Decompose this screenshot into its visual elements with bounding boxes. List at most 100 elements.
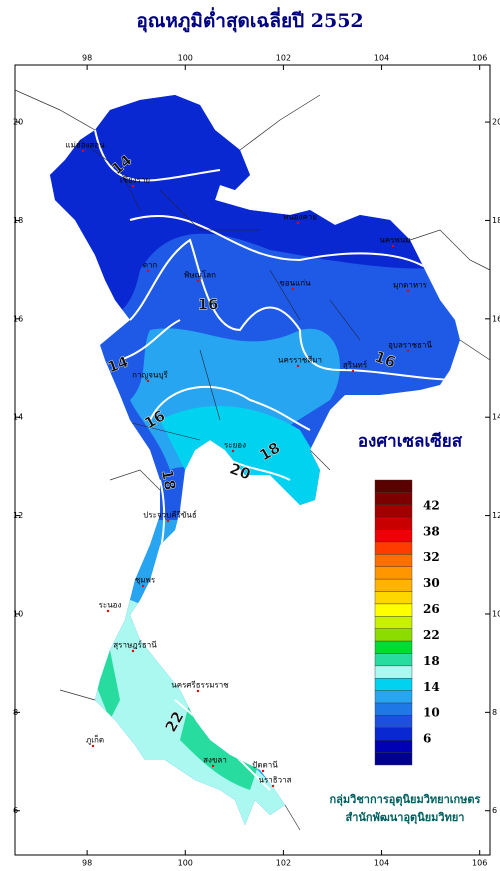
legend-swatch [374, 653, 413, 667]
legend-swatch [374, 665, 413, 679]
place-dot [296, 221, 300, 225]
place-label: นราธิวาส [258, 776, 291, 785]
legend-swatch [374, 479, 413, 493]
place-dot [296, 364, 300, 368]
x-tick-label: 104 [374, 54, 389, 63]
place-dot [351, 369, 355, 373]
y-tick-label: 14 [492, 413, 500, 422]
place-dot [211, 764, 215, 768]
place-label: นครพนม [379, 236, 410, 245]
place-label: ประจวบคีรีขันธ์ [143, 510, 197, 520]
legend-label: 10 [423, 706, 440, 720]
place-label: พิษณุโลก [184, 270, 216, 280]
place-dot [271, 784, 275, 788]
place-dot [406, 289, 410, 293]
x-tick-label: 100 [178, 859, 193, 868]
place-label: ตาก [143, 261, 158, 270]
legend-swatch [374, 752, 413, 766]
place-label: ปัตตานี [252, 761, 278, 770]
legend-swatch [374, 603, 413, 617]
x-tick-label: 106 [472, 859, 487, 868]
x-tick-label: 102 [276, 859, 291, 868]
legend-swatch [374, 702, 413, 716]
legend-swatch [374, 492, 413, 505]
y-tick-label: 16 [13, 314, 23, 323]
place-dot [166, 519, 170, 523]
legend-swatch [374, 566, 413, 580]
place-label: ระยอง [224, 441, 246, 450]
x-tick-label: 98 [82, 54, 92, 63]
place-dot [291, 287, 295, 291]
legend-swatch [374, 516, 413, 530]
legend-label: 30 [423, 576, 440, 590]
place-label: ภูเก็ต [86, 735, 104, 746]
legend-swatch [374, 678, 413, 691]
legend-label: 38 [423, 524, 440, 538]
map-frame [14, 64, 491, 856]
y-tick-label: 14 [13, 413, 23, 422]
y-tick-label: 12 [13, 511, 23, 520]
place-label: เชียงราย [120, 176, 150, 185]
y-tick-label: 18 [492, 216, 500, 225]
place-dot [146, 379, 150, 383]
place-label: กาญจนบุรี [132, 371, 168, 380]
place-dot [196, 279, 200, 283]
place-label: นครศรีธรรมราช [171, 681, 229, 690]
y-tick-label: 20 [492, 118, 500, 127]
legend-swatch [374, 529, 413, 543]
legend-swatch [374, 740, 413, 753]
legend-swatch [374, 727, 413, 741]
place-dot [141, 584, 145, 588]
contour-label: 16 [198, 296, 219, 314]
place-dot [131, 184, 135, 188]
place-label: ขอนแก่น [279, 279, 311, 288]
legend-label: 42 [423, 498, 440, 512]
legend-label: 26 [423, 602, 440, 616]
y-tick-label: 16 [492, 314, 500, 323]
y-tick-label: 20 [13, 118, 23, 127]
y-tick-label: 18 [13, 216, 23, 225]
legend-label: 14 [423, 680, 440, 694]
credit: สำนักพัฒนาอุตุนิยมวิทยา [346, 811, 465, 825]
place-label: สงขลา [203, 756, 227, 765]
y-tick-label: 8 [492, 708, 497, 717]
place-dot [91, 744, 95, 748]
place-label: ระนอง [99, 601, 122, 610]
place-dot [106, 609, 110, 613]
place-dot [81, 149, 85, 153]
neighbors [14, 89, 491, 831]
legend-swatch [374, 616, 413, 629]
legend-swatch [374, 554, 413, 567]
place-label: ชุมพร [135, 576, 156, 585]
place-label: สุราษฎร์ธานี [113, 640, 157, 650]
legend-swatch [374, 715, 413, 729]
credit: กลุ่มวิชาการอุตุนิยมวิทยาเกษตร [330, 793, 481, 807]
legend-swatch [374, 578, 413, 592]
legend-title: องศาเซลเซียส [358, 431, 463, 452]
legend-label: 18 [423, 654, 440, 668]
place-label: แม่ฮ่องสอน [65, 141, 105, 150]
legend-swatch [374, 690, 413, 704]
legend-swatch [374, 640, 413, 654]
legend-swatch [374, 504, 413, 518]
y-tick-label: 10 [13, 609, 23, 618]
legend-label: 32 [423, 550, 440, 564]
x-tick-label: 104 [374, 859, 389, 868]
place-label: มุกดาหาร [393, 281, 428, 290]
x-tick-label: 100 [178, 54, 193, 63]
place-label: อุบลราชธานี [388, 341, 432, 350]
y-tick-label: 10 [492, 609, 500, 618]
place-label: นครราชสีมา [278, 356, 322, 365]
y-tick-label: 12 [492, 511, 500, 520]
place-label: สุรินทร์ [343, 360, 368, 370]
legend-label: 22 [423, 628, 440, 642]
place-label: หนองคาย [283, 213, 317, 222]
place-dot [146, 269, 150, 273]
y-tick-label: 6 [492, 806, 497, 815]
y-tick-label: 6 [13, 806, 18, 815]
y-tick-label: 8 [13, 708, 18, 717]
x-tick-label: 106 [472, 54, 487, 63]
x-tick-label: 98 [82, 859, 92, 868]
place-dot [231, 449, 235, 453]
